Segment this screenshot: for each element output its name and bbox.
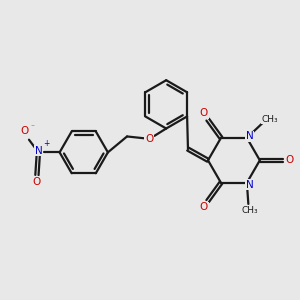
Text: O: O: [145, 134, 153, 144]
Text: CH₃: CH₃: [242, 206, 258, 215]
Text: N: N: [34, 146, 42, 156]
Text: O: O: [200, 108, 208, 118]
Text: CH₃: CH₃: [261, 115, 278, 124]
Text: O: O: [20, 126, 29, 136]
Text: O: O: [285, 155, 293, 165]
Text: O: O: [33, 177, 41, 187]
Text: O: O: [200, 202, 208, 212]
Text: N: N: [246, 131, 254, 141]
Text: N: N: [246, 180, 254, 190]
Text: ⁻: ⁻: [31, 122, 34, 131]
Text: +: +: [43, 139, 49, 148]
